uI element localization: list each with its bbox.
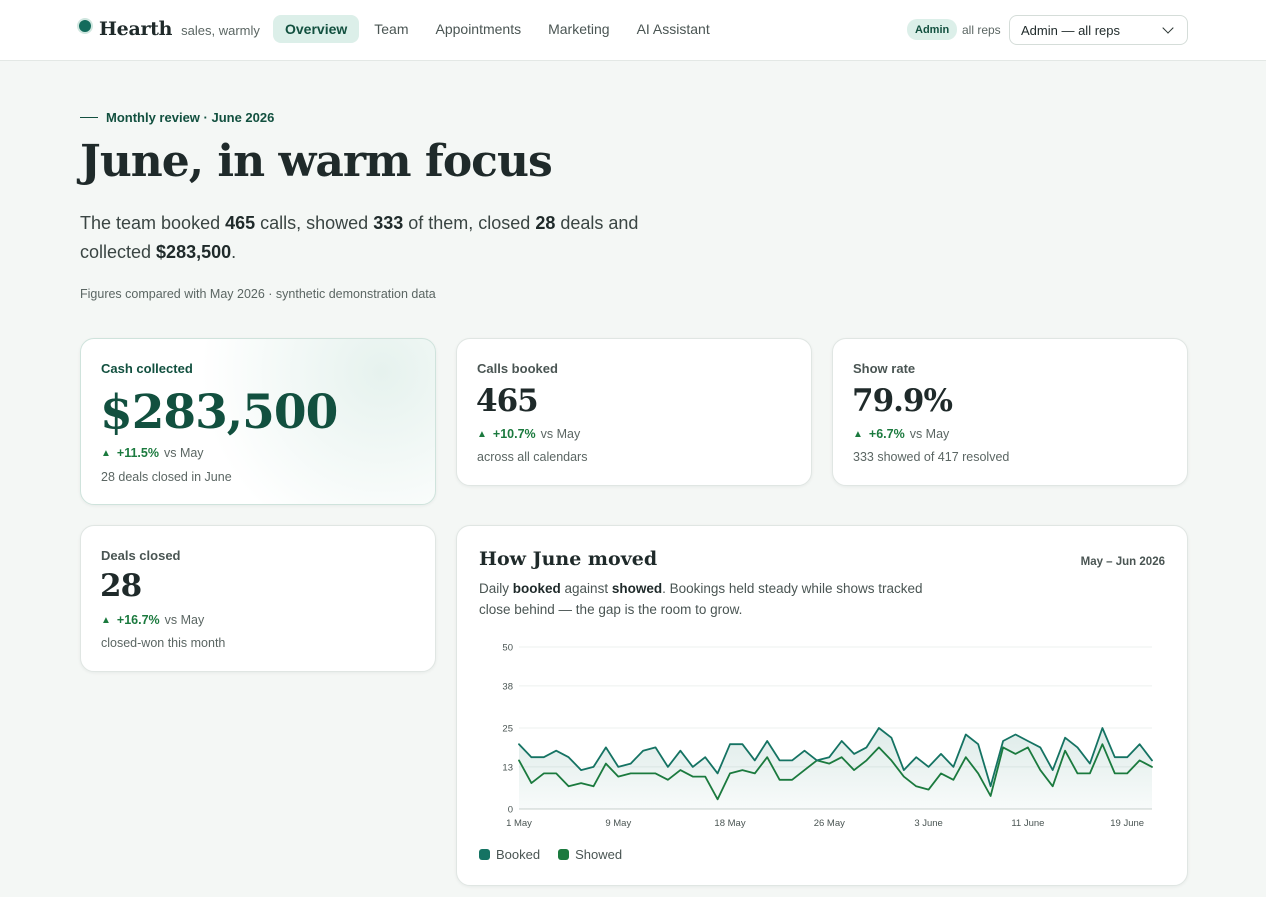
kpi-foot: 28 deals closed in June (101, 470, 232, 484)
kpi-delta: ▲ +6.7% vs May (853, 427, 949, 441)
eyebrow: Monthly review · June 2026 (80, 110, 274, 125)
kpi-delta: ▲ +11.5% vs May (101, 446, 204, 460)
y-tick-label: 25 (502, 724, 513, 735)
kpi-card-cash: Cash collected $283,500 ▲ +11.5% vs May … (80, 338, 436, 505)
series-line-booked (518, 727, 1153, 788)
kpi-delta-vs: vs May (540, 427, 581, 441)
page-title: June, in warm focus (80, 136, 553, 187)
line-chart: 0 13 25 38 50 1 May 9 May 18 May 26 May 3 June 11 … (502, 643, 1153, 829)
kpi-label: Show rate (853, 361, 916, 376)
x-tick-label: 18 May (714, 818, 745, 829)
chevron-down-icon (1162, 22, 1174, 34)
legend-item-booked: Booked (479, 847, 540, 862)
scope-label: all reps (962, 23, 1001, 37)
nav-ai-assistant[interactable]: AI Assistant (636, 21, 710, 37)
kpi-foot: 333 showed of 417 resolved (853, 450, 1010, 464)
summary-cash: $283,500 (156, 242, 232, 262)
legend-label-booked: Booked (496, 847, 541, 862)
summary-text: deals and collected (80, 213, 639, 262)
desc-text: against (560, 581, 612, 596)
kpi-delta-vs: vs May (164, 613, 205, 627)
nav-marketing[interactable]: Marketing (548, 21, 610, 37)
kpi-delta-vs: vs May (909, 427, 950, 441)
kpi-value: $283,500 (100, 385, 338, 440)
x-tick-label: 19 June (1110, 818, 1144, 829)
kpi-value: 465 (476, 383, 539, 419)
kpi-foot: closed-won this month (101, 636, 226, 650)
main-nav: Overview Team Appointments Marketing AI … (273, 15, 725, 43)
kpi-delta: ▲ +16.7% vs May (101, 613, 204, 627)
chart-date-range: May – Jun 2026 (1080, 556, 1165, 568)
kpi-value: 28 (100, 568, 142, 604)
summary-text: . (231, 242, 237, 262)
brand-name: Hearth (99, 18, 173, 40)
top-bar: Hearth sales, warmly Overview Team Appoi… (0, 0, 1266, 61)
eyebrow-rule (80, 117, 98, 118)
kpi-foot: across all calendars (477, 450, 588, 464)
kpi-delta-value: +6.7% (868, 427, 905, 441)
x-tick-label: 11 June (1011, 818, 1044, 829)
kpi-card-deals: Deals closed 28 ▲ +16.7% vs May closed-w… (80, 525, 436, 672)
hero-summary: The team booked 465 calls, showed 333 of… (80, 209, 680, 267)
x-tick-label: 1 May (506, 818, 532, 829)
summary-text: calls, showed (255, 213, 374, 233)
series-line-showed (518, 743, 1153, 801)
x-tick-label: 9 May (605, 818, 631, 829)
desc-showed: showed (611, 581, 663, 596)
brand-tagline: sales, warmly (181, 23, 260, 38)
y-tick-label: 0 (508, 805, 513, 816)
kpi-card-show-rate: Show rate 79.9% ▲ +6.7% vs May 333 showe… (832, 338, 1188, 486)
y-tick-label: 13 (502, 762, 513, 773)
legend-swatch-showed (558, 849, 570, 860)
trend-chart-card: How June moved May – Jun 2026 Daily book… (456, 525, 1188, 886)
eyebrow-text: Monthly review · June 2026 (106, 110, 275, 125)
summary-text: The team booked (80, 213, 226, 233)
kpi-value: 79.9% (852, 383, 953, 419)
desc-text: . Bookings held steady while shows track… (479, 581, 923, 617)
summary-showed: 333 (373, 213, 404, 233)
kpi-delta-value: +10.7% (492, 427, 536, 441)
x-tick-label: 3 June (914, 818, 943, 829)
summary-calls: 465 (225, 213, 256, 233)
trend-up-icon: ▲ (853, 428, 863, 440)
chart-description: Daily booked against showed. Bookings he… (479, 578, 929, 620)
legend-swatch-booked (479, 849, 490, 860)
kpi-label: Cash collected (101, 361, 193, 376)
rep-scope-select-value: Admin — all reps (1021, 22, 1120, 38)
trend-up-icon: ▲ (101, 447, 111, 459)
desc-text: Daily (479, 581, 513, 596)
role-badge: Admin (907, 19, 958, 40)
chart-legend: Booked Showed (479, 847, 640, 862)
brand[interactable]: Hearth sales, warmly (79, 18, 260, 40)
kpi-label: Calls booked (477, 361, 558, 376)
hero-note: Figures compared with May 2026 · synthet… (80, 287, 436, 301)
summary-text: of them, closed (403, 213, 536, 233)
kpi-card-calls: Calls booked 465 ▲ +10.7% vs May across … (456, 338, 812, 486)
x-tick-label: 26 May (814, 818, 845, 829)
kpi-label: Deals closed (101, 548, 181, 563)
kpi-delta-value: +11.5% (116, 446, 159, 460)
nav-appointments[interactable]: Appointments (435, 21, 522, 37)
brand-logo-icon (79, 20, 91, 32)
y-tick-label: 50 (502, 643, 513, 654)
legend-item-showed: Showed (558, 847, 622, 862)
rep-scope-select[interactable]: Admin — all reps (1009, 15, 1188, 45)
nav-overview[interactable]: Overview (273, 15, 360, 43)
legend-label-showed: Showed (575, 847, 623, 862)
chart-title: How June moved (479, 548, 658, 570)
summary-deals: 28 (535, 213, 556, 233)
kpi-delta-vs: vs May (163, 446, 204, 460)
kpi-delta: ▲ +10.7% vs May (477, 427, 580, 441)
booked-area-fill (519, 728, 1152, 809)
y-tick-label: 38 (502, 681, 513, 692)
trend-up-icon: ▲ (477, 428, 487, 440)
trend-up-icon: ▲ (101, 614, 111, 626)
desc-booked: booked (512, 581, 561, 596)
kpi-delta-value: +16.7% (116, 613, 160, 627)
nav-team[interactable]: Team (374, 21, 409, 37)
